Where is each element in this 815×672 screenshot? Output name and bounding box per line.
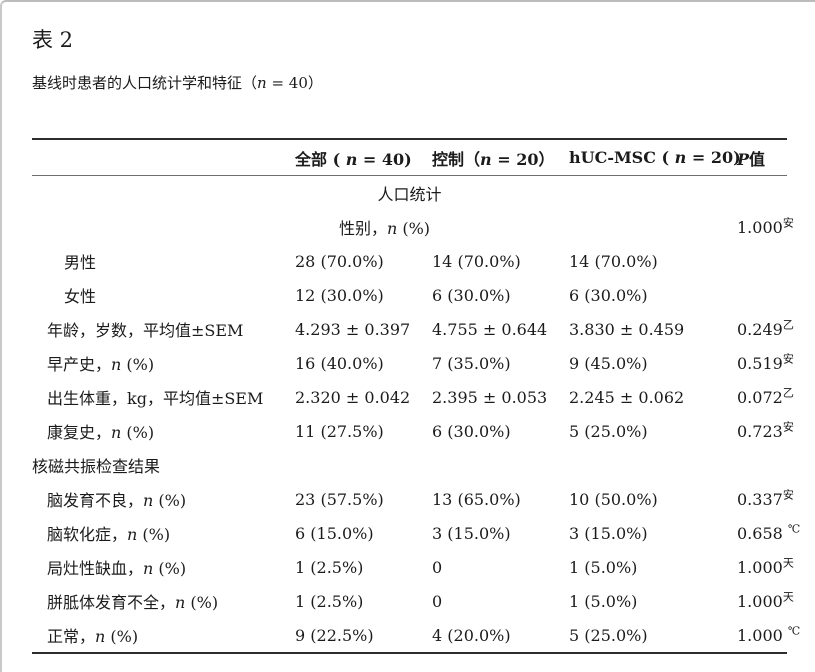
cell-control: 13 (65.0%) [432, 489, 521, 509]
table-row-focal-ischemia: 局灶性缺血，n (%) 1 (2.5%) 0 1 (5.0%) 1.000天 [32, 550, 794, 584]
cell-control: 2.395 ± 0.053 [432, 387, 548, 407]
cell-pvalue: 0.337安 [737, 488, 794, 509]
cell-all: 9 (22.5%) [295, 625, 374, 645]
row-label: 正常，n (%) [47, 627, 139, 646]
pvalue-superscript: 天 [782, 556, 794, 570]
cell-pvalue: 0.249乙 [737, 318, 794, 339]
cell-all: 4.293 ± 0.397 [295, 319, 411, 339]
subtitle-text: 基线时患者的人口统计学和特征（ [32, 74, 258, 92]
section-label-mri: 核磁共振检查结果 [32, 457, 161, 476]
cell-pvalue: 0.723安 [737, 420, 794, 441]
table-row-male: 男性 28 (70.0%) 14 (70.0%) 14 (70.0%) [32, 244, 787, 278]
row-label-gender: 性别，n (%) [338, 219, 431, 238]
cell-hucmsc: 3 (15.0%) [569, 523, 648, 543]
pvalue-superscript: ℃ [787, 522, 801, 536]
cell-pvalue: 1.000天 [737, 556, 794, 577]
table-row-birth-weight: 出生体重，kg，平均值±SEM 2.320 ± 0.042 2.395 ± 0.… [32, 380, 794, 414]
header-blank [32, 139, 295, 176]
subtitle-n-italic: n [257, 74, 267, 92]
cell-pvalue: 0.072乙 [737, 386, 794, 407]
cell-hucmsc: 10 (50.0%) [569, 489, 658, 509]
baseline-characteristics-table: 全部 ( n = 40) 控制（n = 20） hUC-MSC ( n = 20… [32, 138, 801, 654]
cell-control: 4.755 ± 0.644 [432, 319, 548, 339]
row-label: 脑发育不良，n (%) [47, 491, 187, 510]
cell-hucmsc: 1 (5.0%) [569, 591, 638, 611]
table-row-premature-history: 早产史，n (%) 16 (40.0%) 7 (35.0%) 9 (45.0%)… [32, 346, 794, 380]
cell-control: 6 (30.0%) [432, 285, 511, 305]
subtitle-text-end: = 40） [266, 74, 323, 92]
cell-all: 1 (2.5%) [295, 591, 364, 611]
cell-all: 11 (27.5%) [295, 421, 384, 441]
cell-pvalue [737, 244, 787, 278]
pvalue-superscript: 乙 [782, 386, 794, 400]
cell-pvalue: 1.000安 [737, 216, 794, 237]
cell-control: 14 (70.0%) [432, 251, 521, 271]
cell-all: 2.320 ± 0.042 [295, 387, 411, 407]
cell-hucmsc: 6 (30.0%) [569, 285, 648, 305]
table-row-female: 女性 12 (30.0%) 6 (30.0%) 6 (30.0%) [32, 278, 787, 312]
section-label-demographics: 人口统计 [377, 185, 442, 204]
cell-pvalue [737, 278, 787, 312]
cell-pvalue: 0.519安 [737, 352, 794, 373]
cell-hucmsc: 14 (70.0%) [569, 251, 658, 271]
row-label: 女性 [64, 287, 97, 306]
cell-control: 3 (15.0%) [432, 523, 511, 543]
header-row: 全部 ( n = 40) 控制（n = 20） hUC-MSC ( n = 20… [32, 139, 787, 176]
table-title: 表 2 [32, 28, 74, 52]
cell-hucmsc: 9 (45.0%) [569, 353, 648, 373]
pvalue-superscript: 乙 [782, 318, 794, 332]
pvalue-superscript: 天 [782, 590, 794, 604]
cell-pvalue: 0.658 ℃ [737, 522, 801, 543]
table-row-rehabilitation-history: 康复史，n (%) 11 (27.5%) 6 (30.0%) 5 (25.0%)… [32, 414, 794, 448]
pvalue-superscript: 安 [782, 216, 794, 230]
cell-hucmsc: 5 (25.0%) [569, 625, 648, 645]
row-label: 男性 [64, 253, 97, 272]
table-subtitle: 基线时患者的人口统计学和特征（n = 40） [32, 72, 787, 94]
cell-all: 1 (2.5%) [295, 557, 364, 577]
cell-pvalue: 1.000 ℃ [737, 624, 801, 645]
table-row-normal: 正常，n (%) 9 (22.5%) 4 (20.0%) 5 (25.0%) 1… [32, 618, 801, 653]
table-row-brain-dysplasia: 脑发育不良，n (%) 23 (57.5%) 13 (65.0%) 10 (50… [32, 482, 794, 516]
row-label: 局灶性缺血，n (%) [47, 559, 187, 578]
cell-all: 12 (30.0%) [295, 285, 384, 305]
pvalue-superscript: 安 [782, 420, 794, 434]
cell-hucmsc: 1 (5.0%) [569, 557, 638, 577]
row-label: 康复史，n (%) [47, 423, 155, 442]
pvalue-superscript: ℃ [787, 624, 801, 638]
pvalue-superscript: 安 [782, 488, 794, 502]
header-all-group: 全部 ( n = 40) [295, 149, 412, 169]
table-row-corpus-callosum-dysplasia: 胼胝体发育不全，n (%) 1 (2.5%) 0 1 (5.0%) 1.000天 [32, 584, 794, 618]
cell-control: 7 (35.0%) [432, 353, 511, 373]
cell-control: 6 (30.0%) [432, 421, 511, 441]
cell-pvalue: 1.000天 [737, 590, 794, 611]
cell-control: 0 [432, 557, 443, 577]
table-row-age: 年龄，岁数，平均值±SEM 4.293 ± 0.397 4.755 ± 0.64… [32, 312, 794, 346]
header-pvalue: P值 [737, 149, 766, 169]
cell-hucmsc: 5 (25.0%) [569, 421, 648, 441]
row-label: 胼胝体发育不全，n (%) [47, 593, 219, 612]
pvalue-superscript: 安 [782, 352, 794, 366]
header-hucmsc-group: hUC-MSC ( n = 20) [569, 148, 741, 167]
row-label: 出生体重，kg，平均值±SEM [47, 389, 264, 408]
section-row-demographics: 人口统计 [32, 176, 787, 211]
section-row-mri: 核磁共振检查结果 [32, 448, 787, 482]
row-label: 早产史，n (%) [47, 355, 155, 374]
cell-all: 23 (57.5%) [295, 489, 384, 509]
cell-all: 28 (70.0%) [295, 251, 384, 271]
cell-hucmsc: 2.245 ± 0.062 [569, 387, 685, 407]
row-label: 脑软化症，n (%) [47, 525, 171, 544]
table-row-encephalomalacia: 脑软化症，n (%) 6 (15.0%) 3 (15.0%) 3 (15.0%)… [32, 516, 801, 550]
cell-all: 6 (15.0%) [295, 523, 374, 543]
header-control-group: 控制（n = 20） [432, 149, 555, 169]
cell-all: 16 (40.0%) [295, 353, 384, 373]
cell-control: 4 (20.0%) [432, 625, 511, 645]
row-label: 年龄，岁数，平均值±SEM [47, 321, 244, 340]
cell-hucmsc: 3.830 ± 0.459 [569, 319, 685, 339]
table-row-gender: 性别，n (%) 1.000安 [32, 210, 794, 244]
cell-control: 0 [432, 591, 443, 611]
